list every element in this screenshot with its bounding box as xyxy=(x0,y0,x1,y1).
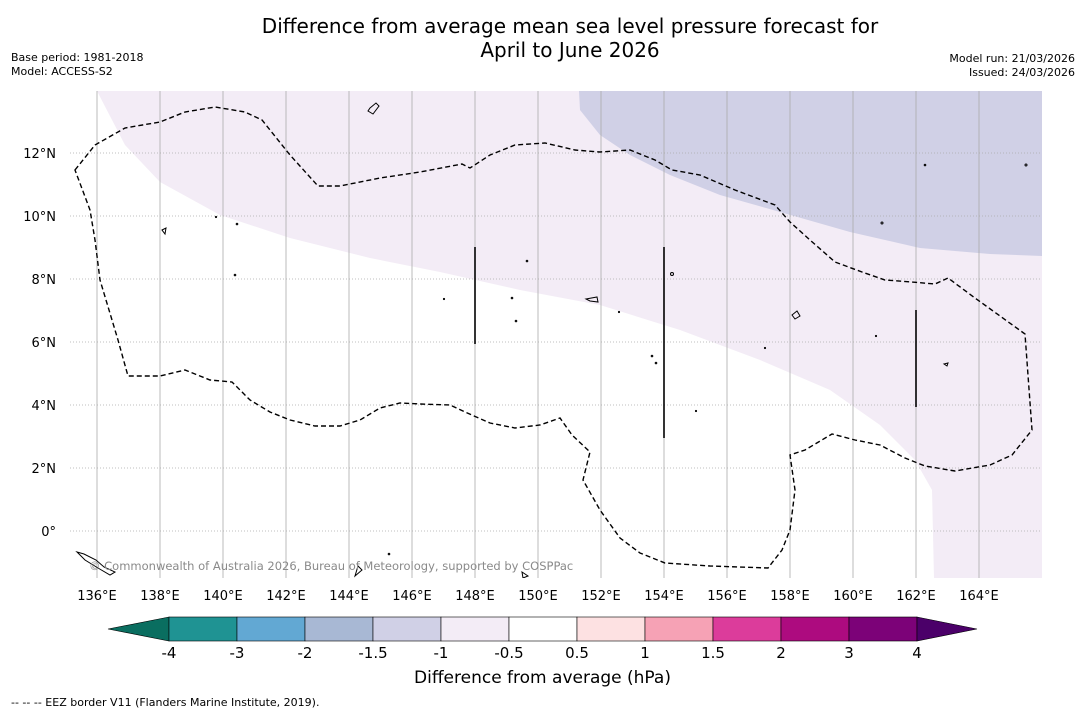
boundary-lines xyxy=(474,247,917,438)
eez-border xyxy=(74,106,1033,569)
colorbar-label: 2 xyxy=(776,644,786,662)
colorbar-label: -1 xyxy=(434,644,449,662)
y-tick-label: 8°N xyxy=(32,273,57,288)
issued-date: Issued: 24/03/2026 xyxy=(968,66,1075,79)
x-tick-label: 140°E xyxy=(203,589,243,604)
meta-left: Base period: 1981-2018 Model: ACCESS-S2 xyxy=(11,51,143,79)
colorbar-label: 1.5 xyxy=(701,644,725,662)
copyright-notice: © Commonwealth of Australia 2026, Bureau… xyxy=(89,559,574,573)
colorbar-label: 0.5 xyxy=(565,644,589,662)
x-tick-label: 138°E xyxy=(140,589,180,604)
x-tick-label: 156°E xyxy=(707,589,747,604)
colorbar-segment xyxy=(780,616,850,642)
x-tick-label: 154°E xyxy=(644,589,684,604)
colorbar-label: 1 xyxy=(640,644,650,662)
y-tick-label: 2°N xyxy=(32,462,57,477)
gridlines xyxy=(70,91,1042,578)
negative-anomaly-region xyxy=(579,91,1042,256)
x-tick-label: 146°E xyxy=(392,589,432,604)
colorbar-segment xyxy=(848,616,918,642)
y-tick-label: 0° xyxy=(41,525,56,540)
colorbar-label: -4 xyxy=(162,644,177,662)
y-axis-ticks: 0° 2°N 4°N 6°N 8°N 10°N 12°N xyxy=(23,147,56,540)
y-tick-label: 10°N xyxy=(23,210,56,225)
x-tick-label: 136°E xyxy=(77,589,117,604)
x-tick-label: 150°E xyxy=(518,589,558,604)
colorbar-segment xyxy=(508,616,578,642)
colorbar-label: -1.5 xyxy=(358,644,387,662)
map-title: Difference from average mean sea level p… xyxy=(170,14,970,62)
title-line-2: April to June 2026 xyxy=(480,38,660,62)
colorbar-segments xyxy=(107,616,978,642)
colorbar-segment xyxy=(372,616,442,642)
y-tick-label: 6°N xyxy=(32,336,57,351)
colorbar-label: -0.5 xyxy=(494,644,523,662)
colorbar-label: -3 xyxy=(230,644,245,662)
colorbar-title: Difference from average (hPa) xyxy=(414,668,671,688)
footnote-eez: -- -- -- EEZ border V11 (Flanders Marine… xyxy=(11,696,320,709)
colorbar-over-arrow xyxy=(916,616,978,642)
x-tick-label: 148°E xyxy=(455,589,495,604)
colorbar-segment xyxy=(304,616,374,642)
base-period: Base period: 1981-2018 xyxy=(11,51,144,64)
model-name: Model: ACCESS-S2 xyxy=(11,65,113,78)
colorbar-segment xyxy=(644,616,714,642)
x-tick-label: 152°E xyxy=(581,589,621,604)
x-tick-label: 162°E xyxy=(896,589,936,604)
x-tick-label: 144°E xyxy=(329,589,369,604)
x-axis-ticks: 136°E 138°E 140°E 142°E 144°E 146°E 148°E 150°E… xyxy=(77,589,999,604)
colorbar-label: 3 xyxy=(844,644,854,662)
colorbar-under-arrow xyxy=(107,616,170,642)
colorbar-label: -2 xyxy=(298,644,313,662)
y-tick-label: 12°N xyxy=(23,147,56,162)
x-tick-label: 142°E xyxy=(266,589,306,604)
y-tick-label: 4°N xyxy=(32,399,57,414)
colorbar-segment xyxy=(576,616,646,642)
colorbar-segment xyxy=(440,616,510,642)
colorbar-labels: -4 -3 -2 -1.5 -1 -0.5 0.5 1 1.5 2 3 4 xyxy=(162,644,922,662)
x-tick-label: 158°E xyxy=(770,589,810,604)
x-tick-label: 164°E xyxy=(959,589,999,604)
colorbar-segment xyxy=(236,616,306,642)
title-line-1: Difference from average mean sea level p… xyxy=(261,14,879,38)
colorbar-segment xyxy=(712,616,782,642)
model-run: Model run: 21/03/2026 xyxy=(949,52,1075,65)
x-tick-label: 160°E xyxy=(833,589,873,604)
colorbar-segment xyxy=(168,616,238,642)
meta-right: Model run: 21/03/2026 Issued: 24/03/2026 xyxy=(949,52,1075,80)
colorbar-label: 4 xyxy=(912,644,922,662)
islands xyxy=(75,102,1028,578)
